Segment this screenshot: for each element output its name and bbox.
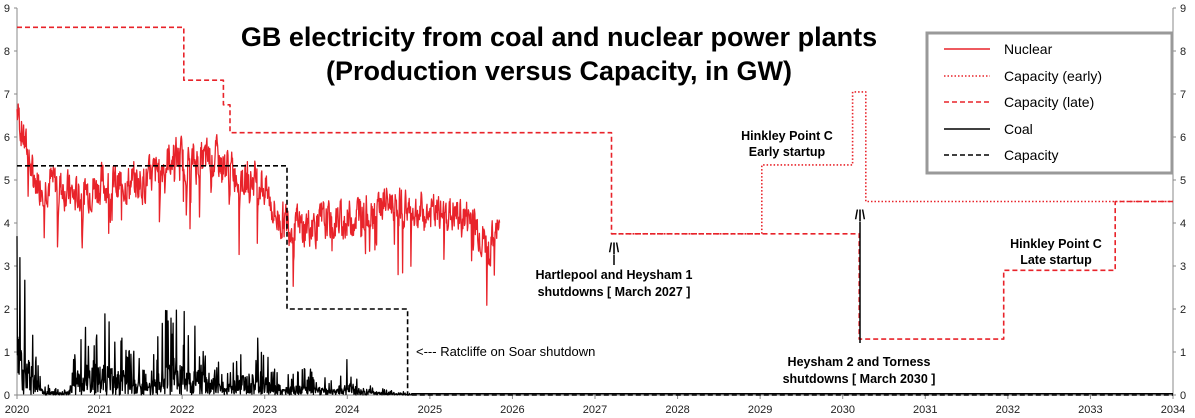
x-ticks: 2020 2021 2022 2023 2024 2025 2026 2027 2028 2029… [5, 395, 1185, 416]
y-tick-label: 8 [4, 46, 10, 58]
legend-label-capacity: Capacity [1004, 147, 1058, 163]
y-tick-label: 3 [4, 261, 10, 273]
y-tick-label: 4 [4, 218, 10, 230]
x-tick-label: 2029 [748, 404, 772, 416]
x-tick-label: 2021 [87, 404, 111, 416]
annotation-hinkley-early-line1: Hinkley Point C [741, 129, 833, 143]
y-tick-label-right: 0 [1180, 390, 1186, 402]
annotation-hinkley-late-line2: Late startup [1020, 253, 1092, 267]
annotation-heysham2-line1: Heysham 2 and Torness [788, 355, 931, 369]
legend-label-capacity-early: Capacity (early) [1004, 68, 1102, 84]
y-tick-label-right: 6 [1180, 132, 1186, 144]
y-tick-label: 1 [4, 347, 10, 359]
annotation-heysham2-line2: shutdowns [ March 2030 ] [783, 372, 936, 386]
legend-label-nuclear: Nuclear [1004, 41, 1053, 57]
x-tick-label: 2027 [583, 404, 607, 416]
y-tick-label: 5 [4, 175, 10, 187]
annotation-heysham2: /|\ Heysham 2 and Torness shutdowns [ Ma… [783, 208, 936, 386]
y-tick-label: 0 [4, 390, 10, 402]
x-tick-label: 2033 [1078, 404, 1102, 416]
y-tick-label-right: 7 [1180, 89, 1186, 101]
y-tick-label: 9 [4, 3, 10, 15]
annotation-hinkley-early-line2: Early startup [749, 145, 826, 159]
y-tick-label-right: 1 [1180, 347, 1186, 359]
series-nuclear [16, 103, 501, 306]
annotation-hartlepool-line2: shutdowns [ March 2027 ] [538, 285, 691, 299]
annotation-hartlepool: /|\ Hartlepool and Heysham 1 shutdowns [… [536, 241, 693, 299]
x-tick-label: 2022 [170, 404, 194, 416]
y-tick-label-right: 9 [1180, 3, 1186, 15]
y-ticks-left: 0 1 2 3 4 5 6 7 8 9 [4, 3, 17, 402]
x-tick-label: 2034 [1161, 404, 1185, 416]
annotation-ratcliffe: <--- Ratcliffe on Soar shutdown [416, 344, 595, 359]
annotation-hinkley-early: Hinkley Point C Early startup [741, 129, 833, 159]
legend-box [925, 31, 1174, 175]
series-capacity-early [611, 91, 1173, 235]
x-tick-label: 2023 [252, 404, 276, 416]
legend-label-capacity-late: Capacity (late) [1004, 94, 1094, 110]
annotation-hinkley-late-line1: Hinkley Point C [1010, 237, 1102, 251]
x-tick-label: 2032 [996, 404, 1020, 416]
x-tick-label: 2024 [335, 404, 359, 416]
y-tick-label-right: 2 [1180, 304, 1186, 316]
x-tick-label: 2026 [500, 404, 524, 416]
y-tick-label: 2 [4, 304, 10, 316]
x-tick-label: 2030 [830, 404, 854, 416]
chart-title-line1: GB electricity from coal and nuclear pow… [241, 22, 877, 52]
y-tick-label-right: 8 [1180, 46, 1186, 58]
x-tick-label: 2031 [913, 404, 937, 416]
y-tick-label: 6 [4, 132, 10, 144]
legend-label-coal: Coal [1004, 121, 1033, 137]
y-tick-label-right: 4 [1180, 218, 1186, 230]
series-layer [16, 26, 1173, 396]
series-capacity [17, 165, 1173, 396]
y-tick-label-right: 5 [1180, 175, 1186, 187]
chart-title-line2: (Production versus Capacity, in GW) [326, 56, 792, 86]
x-tick-label: 2020 [5, 404, 29, 416]
annotation-hinkley-late: Hinkley Point C Late startup [1010, 237, 1102, 267]
x-tick-label: 2028 [665, 404, 689, 416]
series-coal [16, 236, 1173, 396]
y-tick-label: 7 [4, 89, 10, 101]
annotation-hartlepool-marker: /|\ [609, 241, 620, 255]
y-ticks-right: 0 1 2 3 4 5 6 7 8 9 [1173, 3, 1186, 402]
y-tick-label-right: 3 [1180, 261, 1186, 273]
annotation-heysham2-marker: /|\ [855, 208, 866, 222]
annotation-hartlepool-line1: Hartlepool and Heysham 1 [536, 268, 693, 282]
legend: Nuclear Capacity (early) Capacity (late)… [925, 31, 1174, 175]
x-tick-label: 2025 [418, 404, 442, 416]
